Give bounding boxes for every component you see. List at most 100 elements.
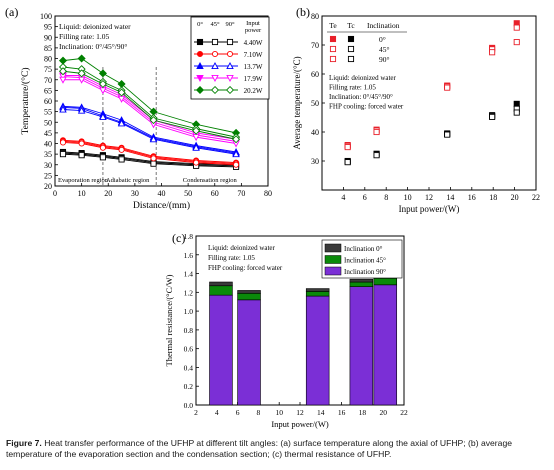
legend-marker	[225, 85, 235, 95]
annotation-text: FHP cooling: forced water	[329, 103, 404, 111]
data-point-20.2W-90	[232, 135, 241, 144]
y-tick-label: 40	[44, 140, 52, 149]
x-tick-label: 4	[215, 408, 219, 417]
y-tick-label: 80	[311, 12, 319, 21]
x-tick-label: 16	[468, 193, 476, 202]
y-tick-label: 60	[44, 97, 52, 106]
bar-segment-Inclination 90°	[373, 284, 398, 406]
legend-marker	[196, 62, 204, 70]
bar-segment-Inclination 0°	[349, 278, 374, 283]
legend-entry: Inclination 90°	[344, 268, 386, 276]
data-point-4.40W-90	[59, 151, 67, 158]
legend-marker	[226, 50, 234, 58]
x-tick-label: 22	[532, 193, 540, 202]
Tc-point-90	[373, 152, 380, 159]
annotation-text: FHP cooling: forced water	[208, 264, 283, 272]
bar-segment-Inclination 0°	[305, 288, 330, 292]
y-tick-label: 80	[44, 55, 52, 64]
data-point-20.2W-90	[77, 69, 86, 78]
y-tick-label: 65	[44, 86, 52, 95]
panel-label: (b)	[296, 5, 310, 19]
y-tick-label: 25	[44, 171, 52, 180]
bar-segment-Inclination 45°	[349, 281, 374, 287]
annotation-text: Filling rate: 1.05	[329, 84, 376, 92]
legend-entry: Inclination 0°	[344, 245, 383, 253]
x-tick-label: 14	[446, 193, 454, 202]
y-tick-label: 20	[44, 182, 52, 191]
bar-segment-Inclination 45°	[237, 292, 261, 301]
legend-marker	[211, 74, 219, 82]
x-tick-label: 20	[104, 189, 112, 198]
legend-box	[190, 16, 270, 100]
y-tick-label: 45	[44, 129, 52, 138]
x-tick-label: 12	[425, 193, 433, 202]
bar-segment-Inclination 90°	[237, 299, 261, 406]
legend-power-label: 17.9W	[244, 75, 263, 83]
y-axis-label: Thermal resistance/(°C/W)	[164, 274, 174, 366]
legend-header: Tc	[347, 21, 355, 30]
data-point-7.10W-90	[118, 146, 125, 153]
legend-marker	[226, 38, 234, 46]
legend-inclination: 45°	[379, 45, 390, 54]
x-tick-label: 0	[53, 189, 57, 198]
annotation-text: Inclination: 0°/45°/90°	[59, 42, 127, 51]
legend-marker	[211, 38, 219, 46]
y-tick-label: 0.2	[184, 382, 194, 391]
data-point-20.2W-90	[192, 126, 201, 135]
y-tick-label: 50	[311, 99, 319, 108]
Tc-point-90	[344, 159, 351, 166]
x-tick-label: 16	[338, 408, 346, 417]
legend-marker-Tc	[347, 45, 355, 53]
x-axis-label: Input power/(W)	[399, 204, 460, 214]
data-point-20.2W-90	[117, 88, 126, 97]
data-point-17.9W-90	[99, 87, 107, 95]
y-tick-label: 95	[44, 23, 52, 32]
legend-marker-Te	[329, 55, 337, 63]
annotation-text: Liquid: deionized water	[59, 22, 131, 31]
y-tick-label: 35	[44, 150, 52, 159]
data-point-13.7W-90	[59, 105, 67, 113]
data-point-4.40W-90	[78, 152, 85, 159]
legend-inclination: 0°	[379, 35, 386, 44]
data-point-20.2W-0	[77, 54, 86, 63]
bar-segment-Inclination 45°	[373, 277, 398, 286]
data-point-13.7W-90	[149, 135, 158, 143]
bar-segment-Inclination 45°	[209, 285, 233, 296]
annotation-text: Inclination: 0°/45°/90°	[329, 93, 393, 101]
data-point-4.40W-90	[99, 154, 106, 161]
x-tick-label: 20	[511, 193, 519, 202]
Te-point-90	[373, 128, 380, 136]
x-tick-label: 22	[400, 408, 408, 417]
bar-segment-Inclination 0°	[209, 281, 233, 287]
x-tick-label: 30	[131, 189, 139, 198]
Te-point-90	[513, 39, 520, 46]
bar-segment-Inclination 90°	[209, 294, 233, 406]
legend-power-label: 4.40W	[244, 39, 263, 47]
data-point-7.10W-90	[193, 159, 200, 166]
legend-header: 0°	[197, 21, 203, 28]
legend-power-label: 7.10W	[244, 51, 263, 59]
data-point-4.40W-90	[150, 160, 157, 167]
data-point-20.2W-90	[149, 116, 158, 125]
caption-text: Heat transfer performance of the UFHP at…	[6, 438, 513, 459]
x-tick-label: 20	[379, 408, 387, 417]
legend-marker	[196, 50, 204, 58]
bar-segment-Inclination 45°	[305, 291, 330, 297]
y-tick-label: 40	[311, 128, 319, 137]
y-tick-label: 0.6	[184, 345, 194, 354]
y-axis-label: Temperature/(°C)	[20, 68, 31, 135]
Tc-point-90	[513, 109, 520, 116]
legend-swatch	[324, 266, 342, 276]
x-tick-label: 80	[264, 189, 272, 198]
x-tick-label: 6	[236, 408, 240, 417]
y-tick-label: 30	[311, 157, 319, 166]
y-axis-label: Average temperature/(°C)	[292, 56, 302, 149]
panel-c-chart: 2 4 6 8 10 12 14 16 18 20 22 0.0 0.2 0.4 0.6 0.8 1.0 1.2 1…	[164, 231, 408, 429]
data-point-13.7W-90	[77, 106, 86, 114]
legend-header: Te	[329, 21, 337, 30]
panel-a-chart: 0 10 20 30 40 50 60 70 8020253035404550556065707…	[5, 5, 272, 211]
Te-point-90	[444, 84, 451, 91]
legend-marker	[196, 74, 204, 82]
legend-inclination: 90°	[379, 55, 390, 64]
annotation-text: Liquid: deionized water	[329, 74, 397, 82]
